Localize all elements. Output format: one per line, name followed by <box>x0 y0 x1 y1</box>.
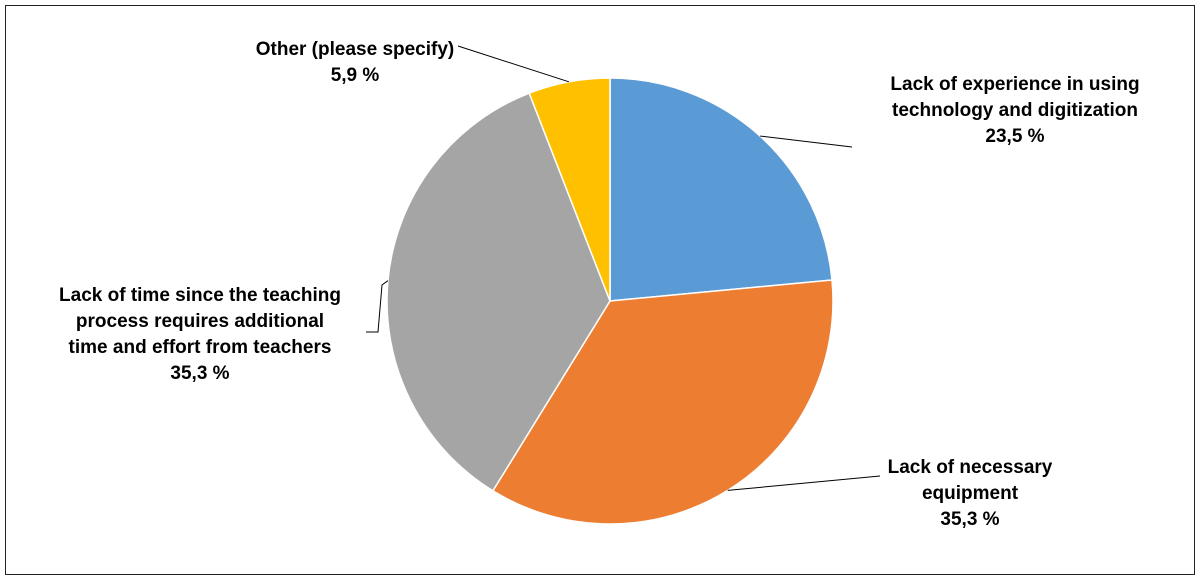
label-line: Lack of experience in using <box>890 74 1140 95</box>
leader-line <box>457 45 570 83</box>
slice-lack-of-equipment <box>491 279 834 525</box>
leader-line <box>366 280 389 333</box>
leader-line <box>760 135 853 148</box>
label-line: Other (please specify) <box>255 39 455 60</box>
leader-line <box>727 475 881 491</box>
value-label: 35,3 % <box>940 509 1000 530</box>
slice-lack-of-experience <box>609 77 833 302</box>
value-label: 23,5 % <box>985 126 1045 147</box>
label-line: Lack of necessary <box>887 457 1053 478</box>
label-line: time and effort from teachers <box>68 337 332 358</box>
label-lack-of-equipment: Lack of necessary equipment 35,3 % <box>850 455 1090 533</box>
label-line: equipment <box>921 483 1019 504</box>
label-lack-of-time: Lack of time since the teaching process … <box>10 283 390 387</box>
slice-other <box>528 77 611 302</box>
label-other: Other (please specify) 5,9 % <box>205 37 505 89</box>
label-line: Lack of time since the teaching <box>59 285 341 306</box>
value-label: 5,9 % <box>330 65 380 86</box>
value-label: 35,3 % <box>170 363 230 384</box>
label-line: process requires additional <box>75 311 325 332</box>
label-line: technology and digitization <box>892 100 1138 121</box>
label-lack-of-experience: Lack of experience in using technology a… <box>845 72 1185 150</box>
